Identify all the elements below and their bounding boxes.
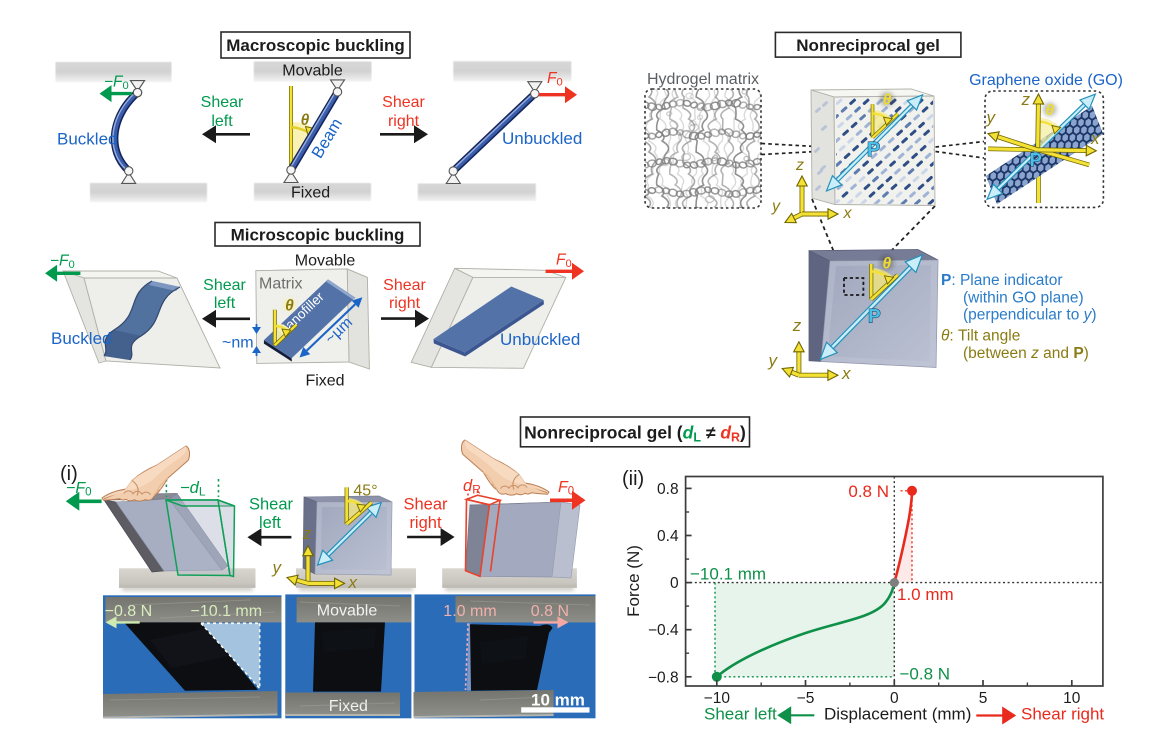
svg-text:0.8 N: 0.8 N <box>531 603 569 620</box>
svg-text:Shear: Shear <box>383 277 426 294</box>
svg-text:0: 0 <box>670 575 679 592</box>
svg-text:P: P <box>1030 150 1042 170</box>
svg-text:−0.8 N: −0.8 N <box>900 665 951 684</box>
svg-text:~nm: ~nm <box>222 335 254 352</box>
svg-text:y: y <box>768 351 779 370</box>
svg-text:Buckled: Buckled <box>57 130 117 149</box>
svg-text:1.0 mm: 1.0 mm <box>443 603 496 620</box>
svg-text:45°: 45° <box>353 483 377 500</box>
svg-text:Unbuckled: Unbuckled <box>500 330 580 349</box>
svg-text:F0: F0 <box>556 252 572 271</box>
svg-text:z: z <box>302 524 312 543</box>
svg-text:−F0: −F0 <box>66 480 92 499</box>
svg-text:−0.8: −0.8 <box>648 669 679 686</box>
svg-text:0: 0 <box>890 690 899 707</box>
svg-text:z: z <box>795 157 804 174</box>
svg-text:Shear right: Shear right <box>1021 705 1104 724</box>
svg-text:Fixed: Fixed <box>291 185 330 202</box>
svg-text:P: Plane indicator: P: Plane indicator <box>941 272 1063 289</box>
svg-text:−10: −10 <box>704 690 731 707</box>
svg-text:5: 5 <box>979 690 988 707</box>
svg-text:Shear: Shear <box>403 496 448 514</box>
svg-text:left: left <box>211 113 233 130</box>
svg-text:θ: θ <box>1046 102 1055 119</box>
svg-text:Unbuckled: Unbuckled <box>502 129 582 148</box>
svg-text:dR: dR <box>463 477 481 497</box>
svg-text:P: P <box>868 307 881 328</box>
svg-text:F0: F0 <box>558 479 574 498</box>
svg-text:right: right <box>409 514 442 532</box>
svg-text:Fixed: Fixed <box>305 373 344 390</box>
svg-text:0.4: 0.4 <box>657 528 679 545</box>
svg-text:Force (N): Force (N) <box>624 545 643 617</box>
svg-text:F0: F0 <box>547 70 563 89</box>
svg-text:1.0 mm: 1.0 mm <box>897 585 954 604</box>
svg-text:(within GO plane): (within GO plane) <box>963 289 1084 306</box>
svg-text:θ: Tilt angle: θ: Tilt angle <box>941 328 1020 345</box>
svg-text:z: z <box>792 316 802 335</box>
svg-text:Fixed: Fixed <box>329 698 368 715</box>
svg-text:x: x <box>841 364 851 383</box>
svg-text:Microscopic buckling: Microscopic buckling <box>231 225 405 244</box>
svg-text:θ: θ <box>301 112 310 129</box>
svg-text:(perpendicular to y): (perpendicular to y) <box>963 307 1097 324</box>
svg-text:10: 10 <box>1063 690 1081 707</box>
svg-text:0.8: 0.8 <box>657 481 679 498</box>
svg-text:x: x <box>348 573 358 592</box>
svg-text:Macroscopic buckling: Macroscopic buckling <box>226 36 405 55</box>
svg-text:z: z <box>1021 90 1031 109</box>
svg-text:θ: θ <box>883 92 892 109</box>
svg-text:left: left <box>214 295 236 312</box>
svg-text:Hydrogel matrix: Hydrogel matrix <box>647 71 759 88</box>
svg-text:Nonreciprocal gel (dL ≠ dR): Nonreciprocal gel (dL ≠ dR) <box>524 423 746 445</box>
svg-text:left: left <box>259 514 281 532</box>
svg-text:y: y <box>771 198 781 215</box>
svg-text:Movable: Movable <box>295 252 356 269</box>
svg-text:y: y <box>986 108 997 127</box>
svg-text:P: P <box>867 139 880 161</box>
svg-text:x: x <box>1090 129 1100 148</box>
svg-text:right: right <box>388 113 420 130</box>
svg-text:0.8 N: 0.8 N <box>848 482 889 501</box>
svg-text:−F0: −F0 <box>50 253 75 272</box>
svg-text:Movable: Movable <box>282 63 343 80</box>
svg-text:−0.4: −0.4 <box>648 622 679 639</box>
svg-text:Shear: Shear <box>203 277 246 294</box>
svg-text:−10.1 mm: −10.1 mm <box>191 603 263 620</box>
svg-text:Shear: Shear <box>382 94 425 111</box>
svg-text:Buckled: Buckled <box>51 329 111 348</box>
svg-text:10 mm: 10 mm <box>531 691 585 710</box>
svg-text:Shear: Shear <box>249 496 294 514</box>
svg-text:Graphene oxide (GO): Graphene oxide (GO) <box>969 72 1123 89</box>
svg-text:(i): (i) <box>60 463 78 485</box>
svg-text:Displacement (mm): Displacement (mm) <box>824 705 971 724</box>
svg-text:θ: θ <box>285 298 294 315</box>
svg-text:Matrix: Matrix <box>259 276 303 293</box>
svg-text:Nonreciprocal gel: Nonreciprocal gel <box>796 36 940 55</box>
svg-text:right: right <box>389 295 421 312</box>
svg-text:−5: −5 <box>797 690 815 707</box>
svg-text:Movable: Movable <box>317 603 378 620</box>
svg-text:Shear: Shear <box>201 94 244 111</box>
svg-text:−dL: −dL <box>180 479 206 499</box>
svg-text:−0.8 N: −0.8 N <box>105 603 153 620</box>
svg-text:y: y <box>272 558 283 577</box>
svg-text:(ii): (ii) <box>622 468 644 490</box>
svg-text:x: x <box>843 205 853 222</box>
svg-text:−10.1 mm: −10.1 mm <box>690 565 766 584</box>
svg-text:θ: θ <box>882 255 891 272</box>
svg-text:(between z and P): (between z and P) <box>963 345 1089 362</box>
svg-text:−F0: −F0 <box>104 74 129 93</box>
svg-text:Shear left: Shear left <box>704 705 777 724</box>
